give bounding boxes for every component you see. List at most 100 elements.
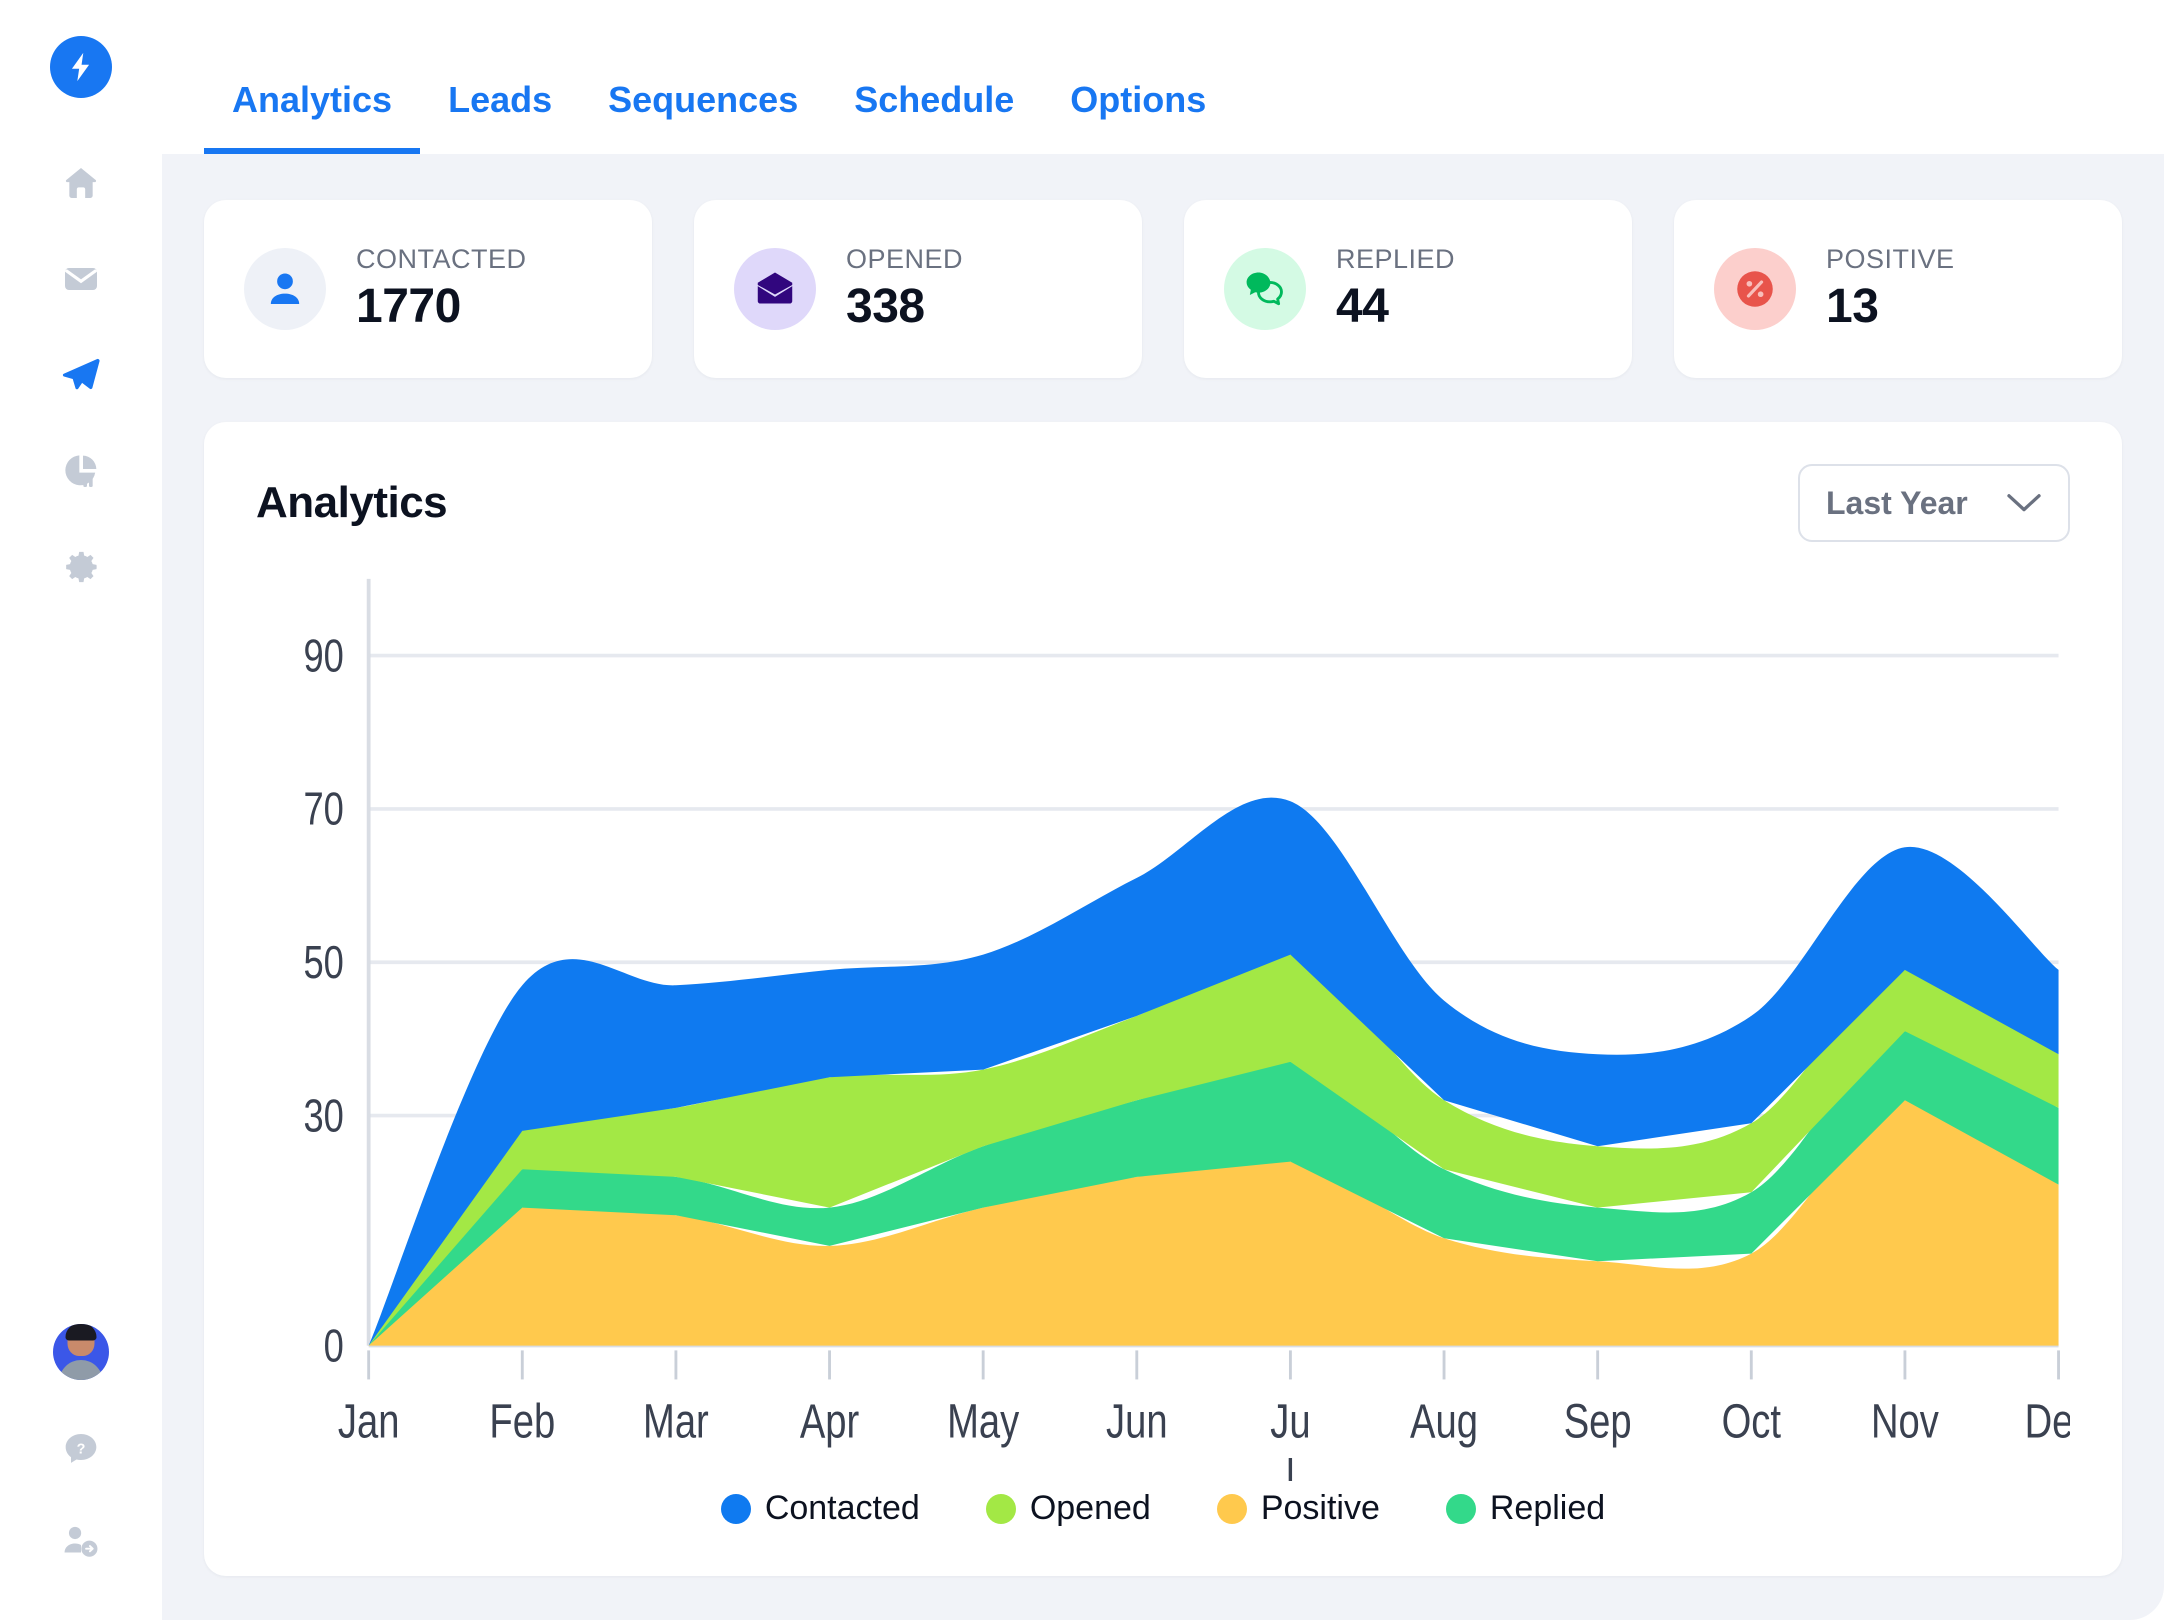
content-area: CONTACTED 1770 OPENED 338 xyxy=(162,154,2164,1620)
x-axis-tick-label: Jun xyxy=(1106,1395,1168,1448)
sidebar-item-mail[interactable] xyxy=(58,256,104,302)
y-axis-tick-label: 30 xyxy=(303,1090,343,1141)
paper-plane-icon xyxy=(62,358,100,390)
sidebar-item-reports[interactable] xyxy=(58,448,104,494)
x-axis-tick-label: May xyxy=(947,1395,1019,1448)
tab-analytics[interactable]: Analytics xyxy=(204,82,421,154)
y-axis-tick-label: 50 xyxy=(303,937,343,988)
stat-value: 1770 xyxy=(356,280,461,333)
area-series-opened xyxy=(368,952,2059,1346)
analytics-panel: Analytics Last Year 0 30 50 70 90 Jan Feb Mar Ap… xyxy=(204,422,2122,1576)
tab-sequences[interactable]: Sequences xyxy=(608,79,799,120)
open-envelope-icon-badge xyxy=(734,248,816,330)
tab-schedule[interactable]: Schedule xyxy=(854,79,1015,120)
x-axis-tick-label: Feb xyxy=(489,1395,555,1448)
stat-text: REPLIED 44 xyxy=(1336,244,1455,334)
chevron-down-icon xyxy=(2007,494,2041,512)
legend-color-swatch xyxy=(720,1493,751,1524)
legend-label: Positive xyxy=(1260,1489,1380,1527)
mail-icon xyxy=(65,268,97,290)
y-axis-tick-label: 90 xyxy=(303,630,343,681)
stat-label: POSITIVE xyxy=(1826,244,1955,274)
percent-icon-badge xyxy=(1714,248,1796,330)
app-logo[interactable] xyxy=(50,36,112,98)
legend-label: Opened xyxy=(1029,1489,1151,1527)
main-area: Analytics Leads Sequences Schedule Optio… xyxy=(162,0,2164,1620)
help-chat-icon: ? xyxy=(65,1434,97,1463)
logout-button[interactable] xyxy=(58,1518,104,1564)
sidebar-item-campaigns[interactable] xyxy=(58,352,104,398)
panel-header: Analytics Last Year xyxy=(256,464,2070,542)
avatar[interactable] xyxy=(53,1324,109,1380)
legend-item-contacted[interactable]: Contacted xyxy=(720,1489,920,1528)
legend-color-swatch xyxy=(1445,1493,1476,1524)
stat-card-contacted[interactable]: CONTACTED 1770 xyxy=(204,200,652,378)
area-series-replied xyxy=(368,1029,2059,1346)
sidebar-nav xyxy=(58,160,104,590)
sidebar: ? xyxy=(0,0,162,1620)
stat-value: 44 xyxy=(1336,280,1389,333)
stacked-area-chart: 0 30 50 70 90 Jan Feb Mar Apr May Jun Ju l Aug Sep Oct N… xyxy=(303,578,2070,1481)
stat-label: CONTACTED xyxy=(356,244,527,274)
person-icon-badge xyxy=(244,248,326,330)
legend-label: Contacted xyxy=(764,1489,920,1527)
help-button[interactable]: ? xyxy=(58,1426,104,1472)
pie-chart-icon xyxy=(65,455,97,487)
x-axis-tick-label: Aug xyxy=(1410,1395,1478,1448)
area-series-positive xyxy=(368,1099,2059,1346)
stat-card-opened[interactable]: OPENED 338 xyxy=(694,200,1142,378)
stat-card-replied[interactable]: REPLIED 44 xyxy=(1184,200,1632,378)
gear-icon xyxy=(66,551,97,583)
chat-bubbles-icon xyxy=(1246,272,1283,306)
legend-item-replied[interactable]: Replied xyxy=(1445,1489,1606,1528)
chart-legend: Contacted Opened Positive Replied xyxy=(256,1481,2070,1546)
legend-label: Replied xyxy=(1489,1489,1606,1527)
sidebar-bottom: ? xyxy=(0,1324,162,1564)
stat-label: OPENED xyxy=(846,244,964,274)
tab-leads[interactable]: Leads xyxy=(448,79,553,120)
tab-options[interactable]: Options xyxy=(1070,79,1207,120)
x-axis-tick-label: Mar xyxy=(643,1395,709,1448)
stat-text: POSITIVE 13 xyxy=(1826,244,1955,334)
date-range-select[interactable]: Last Year xyxy=(1798,464,2070,542)
legend-item-opened[interactable]: Opened xyxy=(985,1489,1151,1528)
x-axis-tick-label: Jan xyxy=(338,1395,400,1448)
legend-item-positive[interactable]: Positive xyxy=(1216,1489,1380,1528)
stat-text: CONTACTED 1770 xyxy=(356,244,527,334)
stat-cards: CONTACTED 1770 OPENED 338 xyxy=(204,200,2122,378)
stat-label: REPLIED xyxy=(1336,244,1456,274)
svg-text:?: ? xyxy=(77,1441,86,1457)
area-series-contacted xyxy=(368,797,2059,1346)
chart-area: 0 30 50 70 90 Jan Feb Mar Apr May Jun Ju l Aug Sep Oct N… xyxy=(256,562,2070,1481)
x-axis-tick-label: Ju l xyxy=(1270,1395,1310,1481)
y-axis-tick-label: 0 xyxy=(324,1320,344,1371)
percent-icon xyxy=(1737,271,1773,307)
legend-color-swatch xyxy=(985,1493,1016,1524)
legend-color-swatch xyxy=(1216,1493,1247,1524)
person-icon xyxy=(270,273,300,304)
y-axis-tick-label: 70 xyxy=(303,784,343,835)
open-envelope-icon xyxy=(757,272,793,304)
tab-bar: Analytics Leads Sequences Schedule Optio… xyxy=(204,0,1234,154)
avatar-hair xyxy=(65,1324,97,1341)
x-axis-tick-label: Oct xyxy=(1722,1395,1781,1448)
logout-icon xyxy=(64,1526,98,1557)
bolt-icon xyxy=(71,52,90,82)
chat-bubbles-icon-badge xyxy=(1224,248,1306,330)
home-icon xyxy=(65,168,97,198)
stat-value: 338 xyxy=(846,280,925,333)
stat-value: 13 xyxy=(1826,280,1879,333)
x-axis-tick-label: Apr xyxy=(800,1395,859,1448)
page-title: Analytics xyxy=(256,478,448,527)
stat-card-positive[interactable]: POSITIVE 13 xyxy=(1674,200,2122,378)
x-axis-tick-label: Dec xyxy=(2025,1395,2070,1448)
sidebar-item-home[interactable] xyxy=(58,160,104,206)
avatar-body xyxy=(59,1360,103,1380)
x-axis-tick-label: Sep xyxy=(1564,1395,1632,1448)
x-axis-tick-label: Nov xyxy=(1871,1395,1939,1448)
sidebar-item-settings[interactable] xyxy=(58,544,104,590)
date-range-value: Last Year xyxy=(1826,484,1968,521)
stat-text: OPENED 338 xyxy=(846,244,963,334)
top-nav-bar: Analytics Leads Sequences Schedule Optio… xyxy=(162,0,2164,154)
